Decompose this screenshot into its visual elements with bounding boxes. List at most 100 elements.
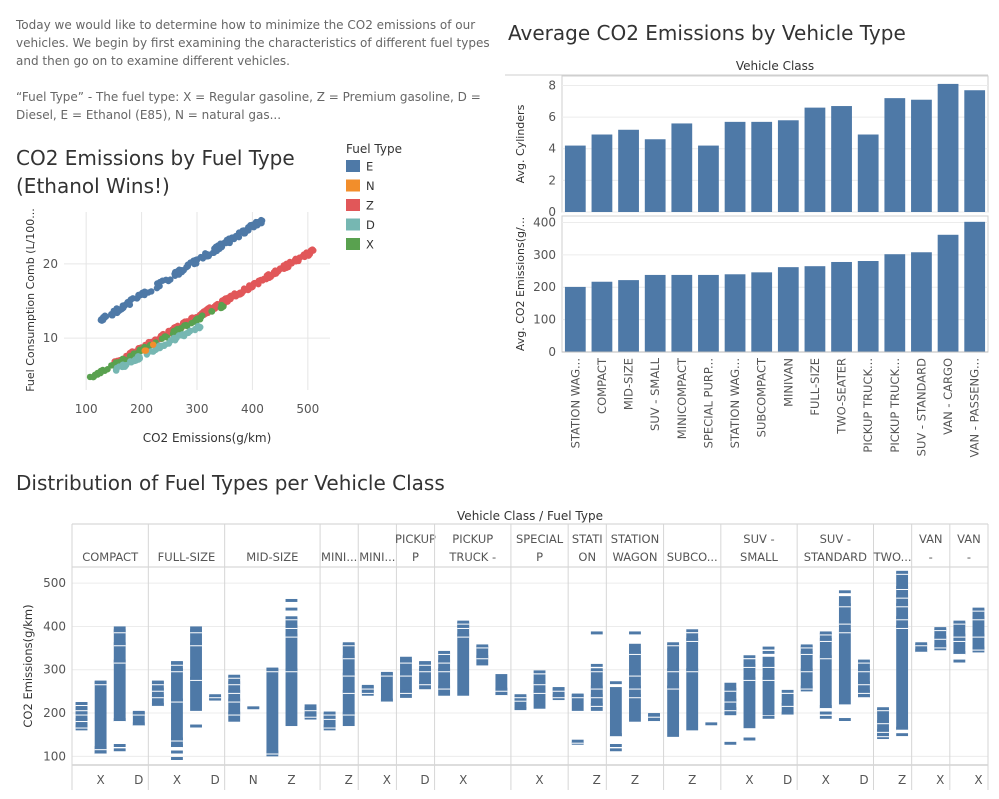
distribution-tick — [934, 635, 947, 639]
distribution-tick — [762, 646, 775, 650]
distribution-tick-gap — [743, 666, 756, 668]
scatter-point-Z — [296, 254, 303, 261]
distribution-tick — [915, 648, 928, 652]
distribution-tick — [209, 694, 222, 698]
distribution-tick-gap — [819, 718, 832, 720]
fuel-type-label: Z — [345, 773, 353, 787]
distribution-tick-gap — [438, 671, 451, 673]
bar-co2 — [751, 272, 773, 352]
distribution-tick-gap — [972, 610, 985, 612]
bar-category-label: COMPACT — [595, 357, 609, 414]
distribution-tick — [609, 733, 622, 737]
distribution-tick — [743, 737, 756, 741]
bar-co2 — [698, 274, 719, 352]
distribution-tick — [762, 650, 775, 654]
class-label: - — [929, 550, 933, 564]
class-label: P — [412, 550, 419, 564]
distribution-tick — [877, 707, 889, 711]
x-axis-label: CO2 Emissions(g/km) — [143, 431, 272, 445]
bar-y-tick-label: 8 — [548, 78, 556, 92]
distribution-tick — [533, 689, 546, 693]
distribution-tick-gap — [838, 623, 851, 625]
scatter-point-N — [142, 347, 150, 354]
distribution-tick — [724, 698, 737, 702]
distribution-tick — [113, 659, 126, 663]
distribution-tick — [533, 670, 546, 674]
scatter-point-Z — [305, 252, 312, 259]
scatter-point-X — [217, 304, 225, 312]
distribution-tick — [94, 750, 107, 754]
distribution-tick-gap — [629, 634, 641, 636]
distribution-tick-gap — [972, 649, 985, 651]
distribution-tick — [724, 687, 737, 691]
scatter-point-E — [197, 253, 205, 261]
y-axis-label: Fuel Consumption Comb (L/100... — [24, 208, 37, 392]
distribution-tick — [285, 607, 298, 611]
distribution-tick-gap — [304, 710, 317, 712]
distribution-tick-gap — [781, 705, 794, 707]
distribution-tick-gap — [438, 662, 451, 664]
fuel-type-label: X — [173, 773, 181, 787]
distribution-tick — [819, 631, 832, 635]
distribution-tick — [75, 724, 88, 728]
bar-category-label: SPECIAL PURP... — [701, 358, 715, 448]
distribution-tick-gap — [896, 729, 909, 731]
scatter-point-X — [162, 333, 169, 340]
distribution-tick-gap — [552, 697, 565, 699]
dist-y-axis-label: CO2 Emissions(g/km) — [21, 604, 35, 727]
scatter-point-Z — [255, 280, 262, 288]
distribution-tick — [743, 663, 756, 667]
distribution-tick-gap — [571, 697, 584, 699]
distribution-tick-gap — [896, 736, 909, 738]
bar-cylinders — [857, 134, 879, 212]
scatter-point-X — [192, 316, 200, 323]
bar-co2 — [857, 261, 879, 352]
distribution-tick-gap — [113, 645, 126, 647]
distribution-tick — [304, 713, 317, 717]
distribution-tick-gap — [285, 619, 298, 621]
distribution-tick — [934, 627, 947, 631]
bar-category-label: VAN - CARGO — [941, 358, 955, 435]
distribution-tick-gap — [896, 619, 909, 621]
distribution-tick-gap — [457, 623, 470, 625]
distribution-tick-gap — [953, 653, 966, 655]
distribution-tick-gap — [858, 662, 870, 664]
distribution-tick — [419, 661, 431, 665]
distribution-tick-gap — [75, 714, 88, 716]
scatter-point-X — [170, 327, 177, 335]
distribution-tick-gap — [113, 751, 126, 753]
distribution-tick — [724, 707, 737, 711]
distribution-tick-gap — [151, 705, 164, 707]
distribution-tick — [228, 674, 241, 678]
scatter-point-E — [248, 223, 255, 230]
distribution-tick — [590, 685, 603, 689]
distribution-bar — [495, 674, 508, 696]
distribution-tick-gap — [743, 679, 756, 681]
distribution-tick-gap — [438, 653, 451, 655]
bar-cylinders — [751, 121, 773, 212]
distribution-tick — [514, 697, 527, 701]
distribution-tick-gap — [342, 675, 355, 677]
distribution-tick-gap — [342, 692, 355, 694]
y-tick-label: 20 — [43, 257, 58, 271]
distribution-tick-gap — [762, 666, 775, 668]
distribution-tick-gap — [228, 714, 241, 716]
distribution-tick-gap — [457, 627, 470, 629]
fuel-type-label: X — [822, 773, 830, 787]
distribution-tick — [629, 631, 641, 635]
distribution-tick — [171, 737, 183, 741]
distribution-tick — [858, 659, 870, 663]
bar-co2 — [937, 234, 959, 352]
scatter-point-E — [148, 288, 155, 295]
bar-co2 — [831, 261, 852, 352]
fuel-type-label: D — [420, 773, 429, 787]
distribution-tick-gap — [285, 627, 298, 629]
bar-category-label: MINIVAN — [781, 358, 795, 407]
fuel-type-label: D — [211, 773, 220, 787]
bar-category-label: STATION WAG... — [568, 358, 582, 448]
distribution-tick-gap — [75, 705, 88, 707]
distribution-tick-gap — [533, 673, 546, 675]
distribution-tick — [190, 629, 202, 633]
bar-chart-title: Average CO2 Emissions by Vehicle Type — [508, 21, 906, 45]
distribution-bar — [190, 626, 202, 711]
